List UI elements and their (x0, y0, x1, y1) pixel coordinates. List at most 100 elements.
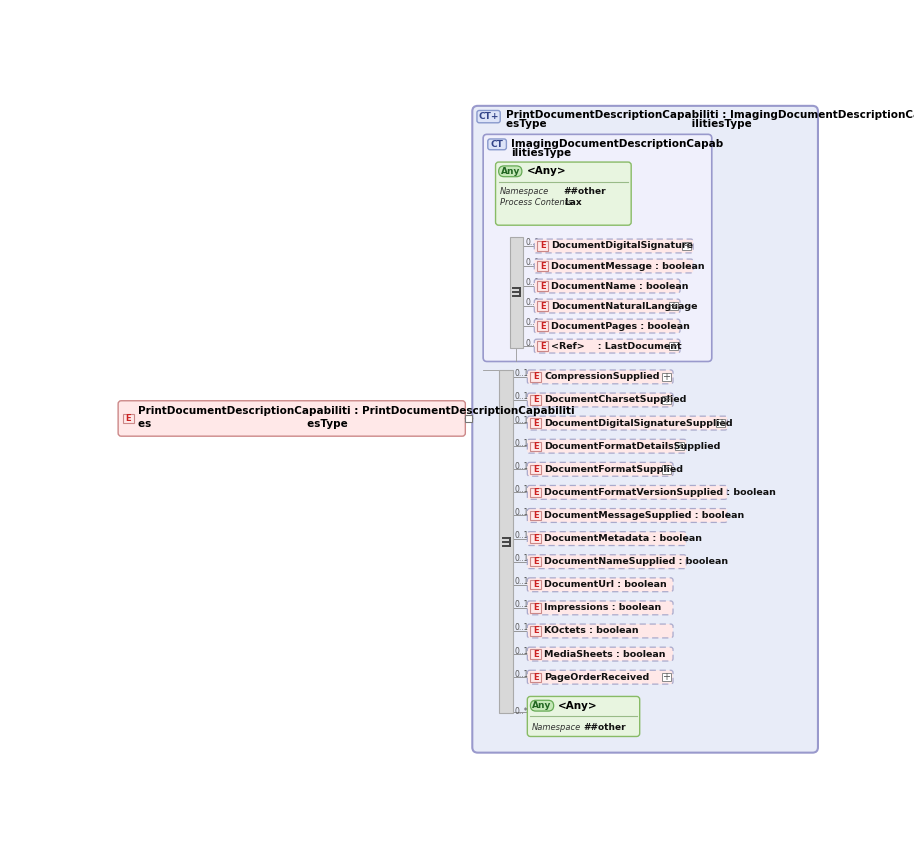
Bar (537, 342, 548, 351)
Text: DocumentPages : boolean: DocumentPages : boolean (551, 321, 690, 331)
Text: PageOrderReceived: PageOrderReceived (545, 672, 650, 682)
Text: E: E (533, 649, 538, 659)
Text: DocumentDigitalSignatureSupplied: DocumentDigitalSignatureSupplied (545, 418, 733, 428)
FancyBboxPatch shape (535, 279, 680, 293)
Text: CompressionSupplied: CompressionSupplied (545, 372, 660, 382)
Text: 0..*: 0..* (515, 707, 528, 717)
FancyBboxPatch shape (473, 106, 818, 752)
Bar (662, 396, 671, 405)
Text: 0..1: 0..1 (515, 670, 529, 678)
Text: ##other: ##other (564, 187, 606, 196)
FancyBboxPatch shape (535, 239, 693, 253)
Text: Namespace: Namespace (500, 187, 549, 196)
FancyBboxPatch shape (527, 647, 673, 661)
Text: DocumentDigitalSignature: DocumentDigitalSignature (551, 241, 694, 251)
Bar (530, 557, 541, 566)
Bar (675, 442, 684, 450)
Text: +: + (663, 395, 671, 405)
Text: E: E (540, 281, 546, 291)
Text: 0..1: 0..1 (525, 298, 539, 308)
Bar (530, 488, 541, 497)
Text: +: + (663, 464, 671, 474)
Bar (530, 581, 541, 589)
Text: DocumentMessageSupplied : boolean: DocumentMessageSupplied : boolean (545, 511, 745, 520)
FancyBboxPatch shape (535, 339, 680, 353)
Text: ImagingDocumentDescriptionCapab: ImagingDocumentDescriptionCapab (511, 139, 723, 149)
Text: DocumentFormatDetailsSupplied: DocumentFormatDetailsSupplied (545, 442, 721, 450)
Text: +: + (669, 341, 677, 351)
Text: +: + (683, 241, 691, 251)
FancyBboxPatch shape (484, 134, 712, 361)
Text: 0..1: 0..1 (525, 319, 539, 327)
Bar (662, 372, 671, 381)
Text: DocumentMessage : boolean: DocumentMessage : boolean (551, 262, 705, 270)
FancyBboxPatch shape (527, 370, 673, 384)
Text: DocumentUrl : boolean: DocumentUrl : boolean (545, 581, 667, 589)
Text: 0..1: 0..1 (515, 369, 529, 378)
FancyBboxPatch shape (535, 319, 680, 333)
Bar (530, 511, 541, 520)
Text: Lax: Lax (564, 198, 581, 207)
Text: MediaSheets : boolean: MediaSheets : boolean (545, 649, 666, 659)
Text: E: E (533, 511, 538, 520)
Text: +: + (669, 301, 677, 311)
Text: 0..1: 0..1 (515, 484, 529, 494)
Bar (122, 414, 133, 423)
Bar (530, 626, 541, 636)
Bar (662, 673, 671, 682)
Text: DocumentMetadata : boolean: DocumentMetadata : boolean (545, 534, 702, 543)
FancyBboxPatch shape (488, 139, 506, 150)
Text: E: E (540, 241, 546, 251)
Text: KOctets : boolean: KOctets : boolean (545, 626, 639, 636)
Bar (530, 672, 541, 682)
Text: 0..1: 0..1 (515, 508, 529, 517)
Text: E: E (533, 626, 538, 636)
Text: <Ref>    : LastDocument: <Ref> : LastDocument (551, 342, 682, 350)
FancyBboxPatch shape (499, 166, 522, 177)
Text: 0..1: 0..1 (515, 439, 529, 448)
Bar (530, 372, 541, 382)
Bar (683, 241, 691, 250)
FancyBboxPatch shape (527, 555, 686, 569)
Text: +: + (663, 672, 671, 683)
Text: Namespace: Namespace (532, 722, 581, 732)
Text: Impressions : boolean: Impressions : boolean (545, 604, 662, 612)
Text: 0..1: 0..1 (515, 416, 529, 424)
Text: E: E (533, 672, 538, 682)
Text: 0..1: 0..1 (525, 338, 539, 348)
Bar (509, 237, 524, 348)
Text: 0..1: 0..1 (515, 623, 529, 632)
FancyBboxPatch shape (527, 601, 673, 615)
Bar (530, 441, 541, 451)
Bar (537, 262, 548, 270)
Bar (530, 465, 541, 474)
FancyBboxPatch shape (527, 624, 673, 638)
Bar (537, 281, 548, 291)
Text: E: E (540, 262, 546, 270)
Bar (530, 418, 541, 428)
FancyBboxPatch shape (527, 439, 686, 453)
Text: 0..1: 0..1 (515, 531, 529, 540)
FancyBboxPatch shape (527, 578, 673, 592)
Bar (530, 395, 541, 405)
Bar (537, 302, 548, 310)
Text: E: E (533, 395, 538, 405)
Bar (499, 370, 514, 713)
Text: 0..1: 0..1 (515, 577, 529, 586)
Bar (530, 534, 541, 543)
Text: 0..1: 0..1 (525, 279, 539, 287)
Text: Any: Any (532, 701, 552, 711)
Text: PrintDocumentDescriptionCapabiliti : ImagingDocumentDescriptionCapab: PrintDocumentDescriptionCapabiliti : Ima… (506, 110, 914, 120)
Text: <Any>: <Any> (558, 700, 598, 711)
Text: E: E (533, 558, 538, 566)
Text: 0..1: 0..1 (515, 554, 529, 563)
FancyBboxPatch shape (527, 485, 728, 499)
Text: DocumentName : boolean: DocumentName : boolean (551, 281, 689, 291)
Text: 0..1: 0..1 (515, 600, 529, 609)
Text: E: E (540, 321, 546, 331)
Text: E: E (533, 372, 538, 382)
Text: es                                           esType: es esType (138, 419, 348, 429)
FancyBboxPatch shape (527, 393, 673, 407)
Bar (464, 416, 472, 422)
Text: E: E (533, 604, 538, 612)
